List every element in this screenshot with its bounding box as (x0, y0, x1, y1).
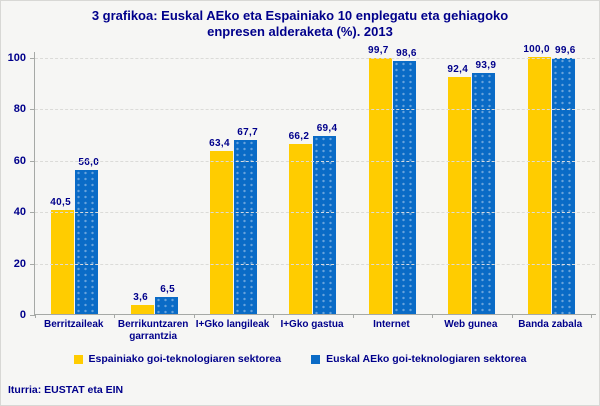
bar-value-label: 98,6 (396, 47, 417, 59)
bar-value-label: 93,9 (475, 59, 497, 71)
bar-group: 63,4 67,7 (194, 58, 273, 314)
plot-area: 40,5 56,0 3,6 6,5 63,4 67,7 66,2 69,4 99,7 98,6 92… (8, 44, 596, 321)
y-axis-label: 100 (7, 52, 26, 64)
y-axis-tick (30, 315, 35, 316)
bar-group: 99,7 98,6 (353, 45, 432, 314)
bar-espainiako: 3,6 (130, 292, 154, 314)
y-axis-label: 0 (19, 309, 26, 321)
bar-value-label: 100,0 (523, 44, 550, 55)
y-axis-tick (30, 212, 35, 214)
bar-espainiako: 66,2 (289, 131, 313, 314)
gridline (35, 212, 595, 214)
bar-group: 92,4 93,9 (432, 58, 511, 314)
bar-euskal-aeko: 67,7 (234, 127, 258, 314)
gridline (35, 109, 595, 111)
bar-value-label: 56,0 (78, 157, 100, 169)
gridline (35, 160, 595, 162)
bar-espainiako: 63,4 (209, 138, 234, 314)
bar-euskal-aeko: 56,0 (75, 157, 99, 314)
y-axis-label: 60 (13, 154, 26, 167)
x-axis-tick (114, 314, 116, 318)
bar-euskal-aeko: 98,6 (392, 48, 416, 314)
bar-value-label: 6,5 (160, 284, 176, 296)
x-axis-tick (352, 314, 354, 318)
y-axis-tick (30, 58, 35, 59)
x-axis-tick (432, 314, 434, 318)
x-axis-line-extension (591, 314, 596, 315)
category-label: Internet (373, 319, 410, 330)
bar-value-label: 63,4 (209, 138, 230, 150)
category-label: I+Gko langileak (195, 319, 270, 330)
bar-group: 66,2 69,4 (273, 58, 352, 314)
bar-value-label: 67,7 (237, 127, 258, 139)
bar-euskal-aeko: 69,4 (313, 123, 337, 314)
bar-value-label: 99,6 (554, 45, 576, 57)
chart-title-line2: enpresen alderaketa (%). 2013 (207, 24, 393, 39)
chart-title-line1: 3 grafikoa: Euskal AEko eta Espainiako 1… (91, 8, 509, 23)
bar-espainiako: 100,0 (523, 44, 551, 314)
category-label: Berritzaileak (43, 319, 104, 330)
x-axis-tick (511, 314, 513, 318)
bar-value-label: 92,4 (447, 63, 469, 75)
y-axis-line-cap (34, 52, 35, 58)
legend-swatch-yellow (73, 354, 83, 364)
legend: Espainiako goi-teknologiaren sektorea Eu… (1, 353, 599, 365)
bar-espainiako: 40,5 (50, 197, 75, 314)
y-axis-tick (30, 263, 35, 265)
bar-espainiako: 92,4 (447, 64, 472, 314)
y-axis-label: 80 (13, 103, 26, 116)
bar-espainiako: 99,7 (368, 45, 392, 314)
category-label: Web gunea (444, 319, 498, 330)
bar-value-label: 69,4 (316, 122, 338, 134)
legend-item-spain: Espainiako goi-teknologiaren sektorea (73, 353, 282, 365)
bar-euskal-aeko: 99,6 (551, 45, 575, 314)
x-axis-tick (35, 314, 36, 318)
bar-group: 3,6 6,5 (114, 58, 193, 314)
bar-group: 40,5 56,0 (35, 58, 114, 314)
gridline (35, 58, 595, 59)
chart-title: 3 grafikoa: Euskal AEko eta Espainiako 1… (1, 8, 599, 40)
bar-group: 100,0 99,6 (512, 44, 591, 314)
category-label: Berrikuntzaren garrantzia (117, 319, 189, 342)
bar-euskal-aeko: 6,5 (154, 284, 178, 314)
bar-value-label: 40,5 (50, 196, 71, 208)
x-axis-tick (193, 314, 195, 318)
legend-label-basque: Euskal AEko goi-teknologiaren sektorea (326, 353, 527, 365)
source-note: Iturria: EUSTAT eta EIN (8, 384, 124, 396)
gridline (35, 263, 595, 265)
category-label: Banda zabala (518, 319, 583, 330)
bar-euskal-aeko: 93,9 (472, 60, 496, 314)
x-axis-tick (591, 314, 592, 318)
bar-groups: 40,5 56,0 3,6 6,5 63,4 67,7 66,2 69,4 99,7 98,6 92… (35, 44, 591, 314)
y-axis-tick (30, 160, 35, 162)
legend-item-basque: Euskal AEko goi-teknologiaren sektorea (311, 353, 526, 365)
bar-value-label: 99,7 (367, 44, 389, 56)
y-axis-tick (30, 109, 35, 111)
category-label: I+Gko gastua (280, 319, 344, 330)
legend-label-spain: Espainiako goi-teknologiaren sektorea (88, 353, 282, 365)
bar-value-label: 66,2 (288, 130, 310, 142)
y-axis-label: 40 (13, 206, 26, 219)
x-axis-tick (273, 314, 275, 318)
legend-swatch-blue (311, 354, 321, 364)
bar-value-label: 3,6 (133, 291, 149, 303)
y-axis-label: 20 (13, 257, 26, 270)
x-axis-category-labels: Berritzaileak Berrikuntzaren garrantzia I+… (34, 319, 590, 343)
